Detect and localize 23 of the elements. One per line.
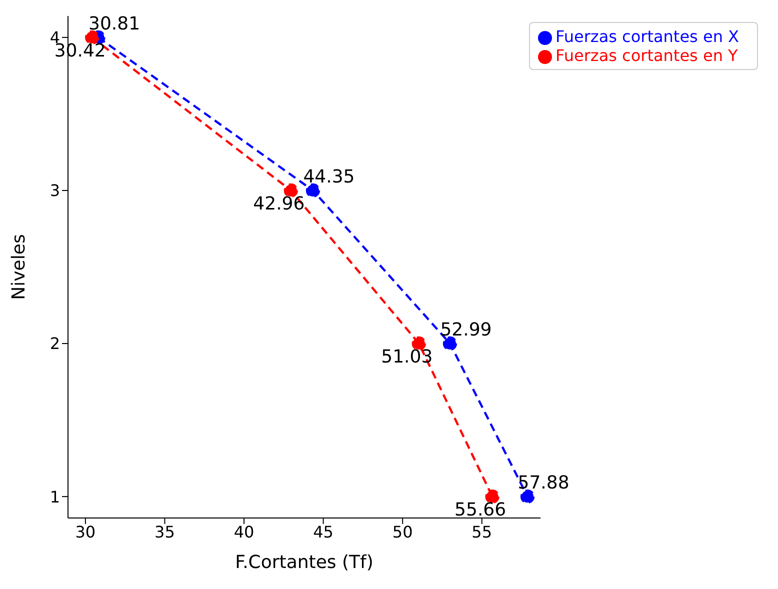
x-axis-title: F.Cortantes (Tf) [235, 552, 374, 573]
x-tick-label: 40 [234, 522, 254, 542]
x-tick-label: 30 [75, 522, 96, 542]
data-label: 52.99 [440, 320, 492, 341]
point [306, 183, 320, 198]
x-tick-label: 50 [392, 522, 413, 542]
data-label: 51.03 [381, 346, 433, 368]
data-label: 30.81 [88, 13, 140, 34]
data-label: 57.88 [518, 472, 570, 494]
x-tick-label: 55 [472, 522, 492, 542]
data-label: 42.96 [253, 193, 305, 214]
point [520, 489, 535, 504]
point [442, 336, 458, 351]
legend-label: Fuerzas cortantes en X [556, 27, 739, 46]
y-tick-label: 1 [50, 487, 60, 506]
x-tick-label: 45 [313, 522, 334, 542]
x-tick-label: 35 [154, 522, 175, 542]
data-label: 55.66 [454, 500, 506, 521]
y-axis-title: Niveles [8, 234, 30, 300]
legend-label: Fuerzas cortantes en Y [556, 46, 738, 65]
data-label: 44.35 [303, 166, 355, 188]
y-tick-label: 2 [50, 334, 60, 354]
y-tick-label: 3 [50, 181, 60, 200]
